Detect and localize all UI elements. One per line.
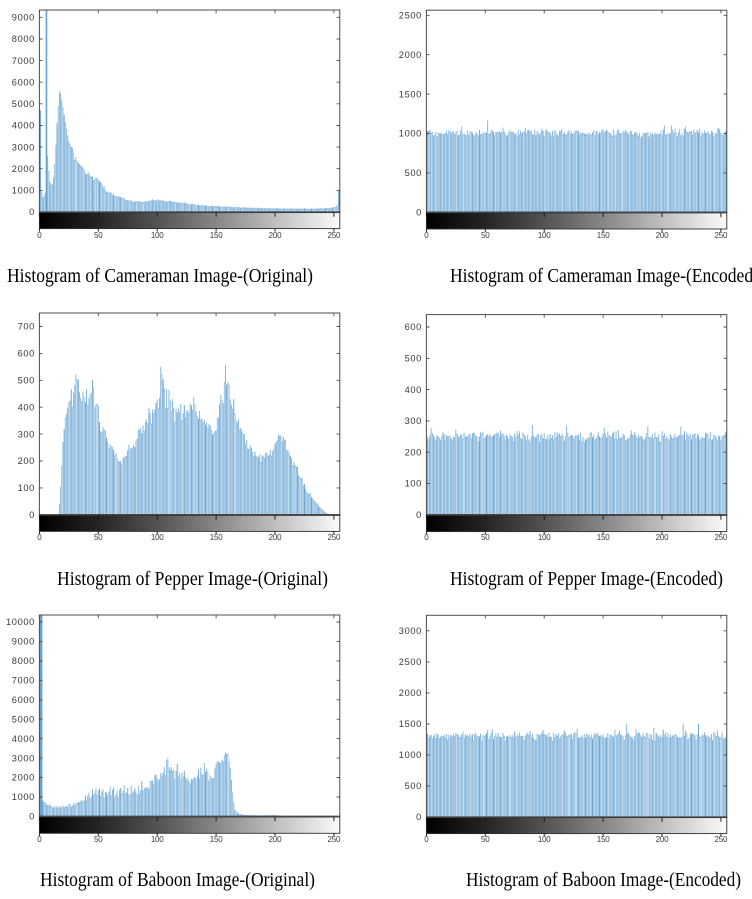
- svg-text:2000: 2000: [399, 50, 422, 60]
- svg-text:0: 0: [37, 533, 42, 542]
- svg-text:1500: 1500: [399, 719, 422, 729]
- svg-text:500: 500: [405, 781, 422, 791]
- svg-text:100: 100: [405, 479, 422, 489]
- svg-text:2500: 2500: [399, 657, 422, 667]
- svg-text:5000: 5000: [12, 714, 35, 724]
- svg-text:50: 50: [94, 533, 103, 542]
- svg-text:250: 250: [715, 835, 728, 844]
- svg-text:7000: 7000: [12, 56, 35, 66]
- svg-text:8000: 8000: [12, 656, 35, 666]
- svg-text:50: 50: [481, 835, 490, 844]
- svg-text:1500: 1500: [399, 89, 422, 99]
- svg-text:500: 500: [405, 168, 422, 178]
- svg-text:700: 700: [18, 322, 35, 332]
- svg-text:1000: 1000: [399, 129, 422, 139]
- svg-text:100: 100: [151, 533, 164, 542]
- svg-text:7000: 7000: [12, 676, 35, 686]
- svg-text:3000: 3000: [12, 753, 35, 763]
- svg-text:150: 150: [210, 533, 223, 542]
- svg-text:5000: 5000: [12, 99, 35, 109]
- svg-text:600: 600: [405, 322, 422, 332]
- svg-text:150: 150: [597, 835, 610, 844]
- svg-text:2000: 2000: [399, 688, 422, 698]
- svg-text:150: 150: [597, 231, 610, 240]
- svg-text:3000: 3000: [12, 142, 35, 152]
- svg-text:150: 150: [210, 231, 223, 240]
- svg-text:250: 250: [328, 231, 341, 240]
- svg-text:1000: 1000: [12, 186, 35, 196]
- svg-text:500: 500: [18, 376, 35, 386]
- svg-text:100: 100: [151, 835, 164, 844]
- svg-text:0: 0: [37, 231, 42, 240]
- svg-text:50: 50: [94, 835, 103, 844]
- svg-text:0: 0: [424, 231, 429, 240]
- svg-text:2000: 2000: [12, 773, 35, 783]
- svg-text:200: 200: [269, 533, 282, 542]
- svg-text:250: 250: [328, 533, 341, 542]
- svg-text:6000: 6000: [12, 77, 35, 87]
- svg-text:1000: 1000: [399, 750, 422, 760]
- svg-text:200: 200: [656, 835, 669, 844]
- svg-text:100: 100: [538, 835, 551, 844]
- svg-text:3000: 3000: [399, 626, 422, 636]
- svg-text:300: 300: [18, 429, 35, 439]
- svg-text:0: 0: [29, 812, 35, 822]
- svg-text:200: 200: [269, 835, 282, 844]
- svg-text:0: 0: [29, 510, 35, 520]
- svg-text:250: 250: [328, 835, 341, 844]
- svg-text:10000: 10000: [6, 617, 35, 627]
- svg-text:600: 600: [18, 349, 35, 359]
- svg-text:50: 50: [481, 231, 490, 240]
- svg-text:300: 300: [405, 416, 422, 426]
- svg-text:50: 50: [94, 231, 103, 240]
- svg-text:150: 150: [597, 533, 610, 542]
- svg-text:100: 100: [151, 231, 164, 240]
- svg-text:0: 0: [416, 812, 422, 822]
- svg-text:2500: 2500: [399, 11, 422, 21]
- svg-text:0: 0: [416, 510, 422, 520]
- svg-text:8000: 8000: [12, 34, 35, 44]
- svg-text:400: 400: [18, 402, 35, 412]
- svg-text:4000: 4000: [12, 121, 35, 131]
- svg-text:200: 200: [656, 533, 669, 542]
- svg-text:1000: 1000: [12, 792, 35, 802]
- svg-text:400: 400: [405, 385, 422, 395]
- svg-text:0: 0: [37, 835, 42, 844]
- svg-text:9000: 9000: [12, 13, 35, 23]
- svg-text:4000: 4000: [12, 734, 35, 744]
- svg-text:0: 0: [424, 533, 429, 542]
- svg-text:100: 100: [538, 533, 551, 542]
- svg-text:9000: 9000: [12, 637, 35, 647]
- svg-text:0: 0: [424, 835, 429, 844]
- svg-text:200: 200: [18, 456, 35, 466]
- svg-text:200: 200: [405, 447, 422, 457]
- svg-text:100: 100: [538, 231, 551, 240]
- svg-text:150: 150: [210, 835, 223, 844]
- svg-text:6000: 6000: [12, 695, 35, 705]
- svg-text:0: 0: [416, 208, 422, 218]
- svg-text:250: 250: [715, 533, 728, 542]
- svg-text:100: 100: [18, 483, 35, 493]
- svg-text:2000: 2000: [12, 164, 35, 174]
- svg-text:250: 250: [715, 231, 728, 240]
- svg-text:500: 500: [405, 354, 422, 364]
- svg-text:200: 200: [656, 231, 669, 240]
- svg-text:50: 50: [481, 533, 490, 542]
- svg-text:0: 0: [29, 207, 35, 217]
- svg-text:200: 200: [269, 231, 282, 240]
